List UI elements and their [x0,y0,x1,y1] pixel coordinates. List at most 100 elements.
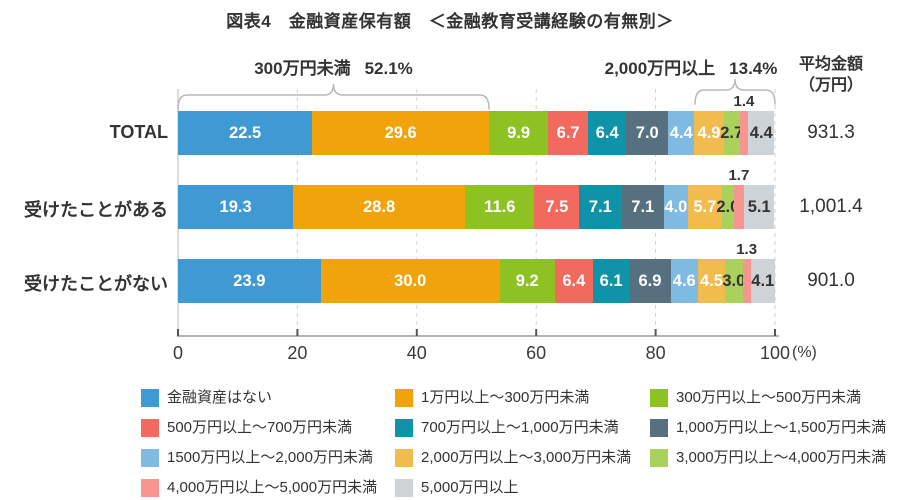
bar-value-label: 5.1 [747,197,771,216]
bar-segment [588,111,627,155]
legend-label: 500万円以上～700万円未満 [167,419,353,436]
bar-segment [663,185,688,229]
bar-segment [733,185,744,229]
bar-segment [465,185,535,229]
bar-value-label-above: 1.7 [728,167,750,184]
bar-value-label: 2.7 [720,123,744,142]
bar-segment [178,111,313,155]
bar-segment [743,185,775,229]
bar-value-label: 4.6 [672,271,696,290]
category-label: 受けたことがない [24,274,168,294]
bar-segment [723,111,740,155]
legend-label: 700万円以上～1,000万円未満 [421,419,619,436]
bar-value-label: 22.5 [229,123,262,142]
legend-item: 3,000万円以上～4,000万円未満 [650,448,900,468]
bar-value-label: 7.1 [631,197,655,216]
legend-swatch [395,389,413,407]
bar-segment [293,185,466,229]
bar-segment [621,185,664,229]
legend-label: 3,000万円以上～4,000万円未満 [676,449,887,466]
legend-item: 金融資産はない [141,388,391,408]
legend-item: 5,000万円以上 [395,478,645,498]
bar-value-label: 11.6 [484,197,516,216]
legend-swatch [141,479,159,497]
bar-value-label: 7.1 [588,197,612,216]
bar-value-label: 4.0 [664,197,688,216]
bar-value-label: 29.6 [384,123,417,142]
bar-value-label: 7.5 [545,197,569,216]
bar-segment [554,259,593,303]
legend-swatch [395,449,413,467]
x-axis-tick-label: 0 [172,343,183,363]
bar-segment [748,111,775,155]
legend-label: 4,000万円以上～5,000万円未満 [167,479,378,496]
average-value: 901.0 [807,270,855,291]
bar-segment [626,111,669,155]
bar-segment [721,185,734,229]
bar-segment [742,259,751,303]
bar-segment [548,111,589,155]
legend-item: 500万円以上～700万円未満 [141,418,391,438]
bar-segment [178,185,294,229]
bar-value-label: 4.9 [697,123,721,142]
bar-value-label: 6.9 [638,271,662,290]
bar-segment [534,185,580,229]
bar-segment [320,259,500,303]
category-label: TOTAL [109,122,168,142]
annotation-under-300-label: 300万円未満 [254,59,351,78]
legend-label: 300万円以上～500万円未満 [676,389,862,406]
bar-value-label: 19.3 [219,197,252,216]
x-axis-tick-label: 40 [406,343,427,363]
chart-title: 図表4 金融資産保有額 ＜金融教育受講経験の有無別＞ [226,12,674,31]
annotation-over-2000-value: 13.4% [729,59,778,78]
bar-segment [579,185,622,229]
bar-segment [687,185,722,229]
average-column-unit: （万円） [798,77,863,94]
annotation-under-300: 300万円未満 52.1% [178,54,489,79]
bar-value-label: 7.0 [635,123,659,142]
bar-segment [670,259,698,303]
bar-segment [668,111,695,155]
category-label: 受けたことがある [24,200,168,220]
bar-value-label: 4.5 [699,271,723,290]
legend-item: 1万円以上～300万円未満 [395,388,645,408]
legend-label: 2,000万円以上～3,000万円未満 [421,449,632,466]
bar-value-label: 6.7 [556,123,580,142]
x-axis-tick-label: 100 [759,343,791,363]
annotation-under-300-value: 52.1% [364,59,413,78]
x-axis-unit-label: (%) [792,344,817,361]
legend-swatch [395,479,413,497]
bar-value-label: 6.4 [562,271,586,290]
legend-label: 5,000万円以上 [421,479,519,496]
legend-label: 金融資産はない [167,389,273,406]
bar-segment [312,111,490,155]
legend-swatch [141,419,159,437]
bar-value-label-above: 1.3 [736,241,758,258]
legend-swatch [650,389,668,407]
bar-segment [724,259,743,303]
legend-swatch [141,389,159,407]
legend-item: 1500万円以上～2,000万円未満 [141,448,391,468]
legend-label: 1,000万円以上～1,500万円未満 [676,419,887,436]
bar-segment [694,111,724,155]
bar-segment [499,259,555,303]
bar-value-label: 28.8 [363,197,396,216]
bar-segment [739,111,749,155]
bar-value-label: 4.4 [669,123,693,142]
bar-segment [697,259,725,303]
annotation-over-2000-label: 2,000万円以上 [604,59,716,78]
bar-value-label: 6.1 [599,271,623,290]
bar-segment [750,259,775,303]
legend-item: 1,000万円以上～1,500万円未満 [650,418,900,438]
bar-value-label: 5.7 [693,197,717,216]
bar-value-label: 9.9 [507,123,531,142]
bar-segment [489,111,549,155]
legend-swatch [650,419,668,437]
legend-label: 1万円以上～300万円未満 [421,389,590,406]
legend-item: 4,000万円以上～5,000万円未満 [141,478,391,498]
bar-value-label: 4.4 [749,123,773,142]
bar-segment [178,259,321,303]
bar-value-label: 30.0 [394,271,427,290]
bar-value-label: 9.2 [515,271,539,290]
